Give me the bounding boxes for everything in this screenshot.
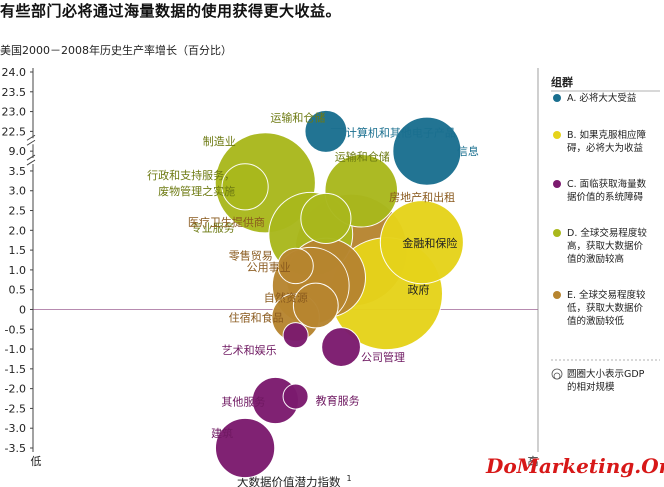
y-tick-label: 22.5 [2, 125, 27, 138]
y-tick-label: 3.0 [9, 185, 27, 198]
y-tick-label: 23.5 [2, 86, 27, 99]
bubble [221, 163, 269, 211]
size-note-label: 的相对规模 [567, 381, 615, 393]
point-label: 废物管理之实施 [158, 184, 235, 198]
point-label: 房地产和出租 [389, 190, 455, 204]
point-label: 专业服务 [191, 220, 235, 234]
legend-label: 碍，必将大为收益 [567, 142, 644, 154]
legend-label: 据价值的系统障碍 [567, 191, 644, 203]
axis-break-mark [26, 154, 36, 166]
point-label: 自然资源 [264, 291, 308, 305]
point-label: 政府 [408, 283, 430, 297]
y-tick-label: 0.5 [9, 284, 27, 297]
point-label: 建筑 [211, 426, 233, 440]
bubble [277, 247, 314, 285]
y-tick-label: -0.5 [5, 323, 26, 336]
point-label: 艺术和娱乐 [222, 343, 277, 357]
y-tick-label: 1.5 [9, 244, 27, 257]
y-tick-label: 2.0 [9, 224, 27, 237]
y-tick-label: -2.0 [5, 383, 26, 396]
point-label: 金融和保险 [402, 236, 457, 250]
legend-label: B. 如果克服相应障 [567, 129, 647, 141]
y-tick-label: -3.0 [5, 422, 26, 435]
point-label: 信息 [457, 144, 479, 158]
point-label: 行政和支持服务， [147, 168, 235, 182]
point-label: 住宿和食品 [229, 310, 284, 324]
point-label: 运输和仓储 [270, 110, 325, 124]
legend-label: 值的激励较低 [567, 315, 625, 327]
axis-break-mark [26, 134, 36, 146]
bubble [282, 322, 309, 349]
point-label: 零售贸易 [229, 249, 273, 263]
chart-title: 有些部门必将通过海量数据的使用获得更大收益。 [0, 2, 342, 20]
y-tick-label: -2.5 [5, 402, 26, 415]
point-label: 公用事业 [247, 261, 291, 274]
x-axis-label: 大数据价值潜力指数 1 [237, 474, 352, 487]
y-tick-label: 0 [19, 303, 26, 316]
watermark-logo: DoMarketing.Org [486, 454, 664, 478]
bubble [392, 116, 462, 186]
point-label: 计算机和其他电子产品 [346, 125, 456, 139]
point-label: 医疗卫生提供商 [188, 215, 265, 229]
legend-swatch [553, 94, 561, 102]
y-tick-label: 23.0 [2, 106, 27, 119]
size-note-label: 圆圈大小表示GDP [567, 368, 645, 380]
y-tick-label: 9.0 [9, 145, 27, 158]
legend-label: C. 面临获取海量数 [567, 178, 647, 190]
bubble [304, 109, 348, 153]
x-high-label: 高 [528, 454, 539, 468]
axes-layer: 24.0 23.5 23.0 22.5 9.0 3.5 3.0 2.5 2.0 1.5 1.0 0.5… [2, 66, 539, 487]
legend-label: 值的激励较高 [567, 253, 624, 265]
bubble [300, 192, 352, 244]
bubble [292, 282, 339, 329]
x-axis-label-sup: 1 [347, 474, 352, 483]
legend-label: D. 全球交易程度较 [567, 227, 647, 239]
bubble [379, 200, 464, 285]
size-note-icon-inner [553, 372, 561, 380]
bubble-layer [214, 109, 464, 479]
bubble [282, 383, 309, 410]
legend-label: 高，获取大数据价 [567, 240, 644, 252]
y-tick-label: 2.5 [9, 205, 27, 218]
point-label: 运输和仓储 [335, 150, 390, 164]
bubble [321, 327, 361, 367]
point-label: 制造业 [203, 134, 236, 148]
legend-label: 低，获取大数据价 [567, 302, 644, 314]
legend-label: E. 全球交易程度较 [567, 289, 646, 301]
y-tick-label: -1.5 [5, 363, 26, 376]
point-label: 公司管理 [361, 350, 405, 364]
point-label: 其他服务 [221, 396, 265, 409]
size-note-icon [551, 368, 563, 380]
legend-swatch [553, 131, 561, 139]
legend-swatch [553, 229, 561, 237]
legend-title: 组群 [551, 75, 573, 89]
legend-swatch [553, 180, 561, 188]
legend-swatch [553, 291, 561, 299]
y-tick-label: 1.0 [9, 264, 27, 277]
bubble [214, 417, 276, 479]
y-tick-label: 3.5 [9, 165, 27, 178]
y-tick-label: -1.0 [5, 343, 26, 356]
point-label: 教育服务 [316, 394, 360, 408]
legend-label: A. 必将大大受益 [567, 92, 637, 104]
y-tick-label: -3.5 [5, 442, 26, 455]
y-axis-label: 美国2000－2008年历史生产率增长（百分比） [0, 44, 232, 57]
x-low-label: 低 [31, 455, 42, 468]
y-tick-label: 24.0 [2, 66, 27, 79]
